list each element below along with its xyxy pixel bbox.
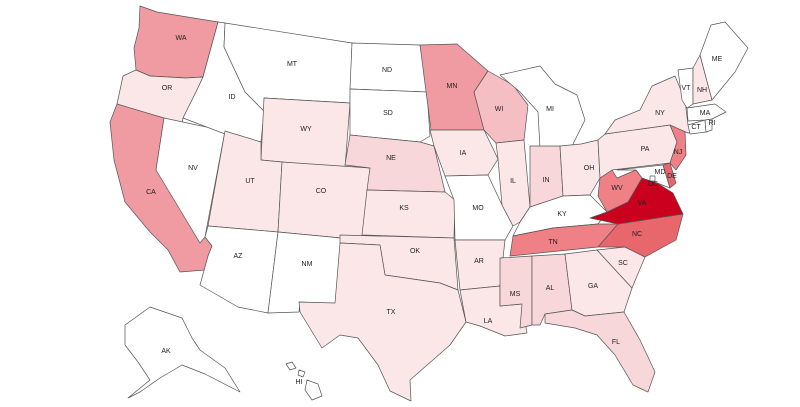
state-HI[interactable] (285, 361, 323, 401)
state-IA[interactable] (429, 129, 499, 177)
state-AZ[interactable] (199, 225, 279, 314)
state-AR[interactable] (454, 239, 506, 291)
state-ND[interactable] (349, 42, 428, 93)
state-VT[interactable] (677, 67, 694, 109)
state-DC[interactable] (649, 175, 656, 182)
state-SD[interactable] (349, 88, 431, 143)
state-OH[interactable] (559, 139, 601, 197)
state-IL[interactable] (495, 139, 531, 227)
state-TX[interactable] (298, 242, 467, 402)
state-CT[interactable] (687, 119, 707, 135)
state-WY[interactable] (260, 97, 351, 169)
state-DE[interactable] (662, 162, 677, 189)
state-MA[interactable] (686, 103, 727, 122)
state-AK[interactable] (124, 306, 241, 399)
state-RI[interactable] (704, 118, 713, 133)
state-KS[interactable] (361, 189, 456, 239)
state-FL[interactable] (544, 309, 656, 393)
state-MO[interactable] (444, 174, 514, 241)
state-CO[interactable] (277, 161, 371, 241)
state-ME[interactable] (699, 21, 749, 101)
state-WI[interactable] (473, 70, 529, 144)
state-MI[interactable] (499, 65, 586, 151)
state-label-HI: HI (296, 379, 303, 386)
